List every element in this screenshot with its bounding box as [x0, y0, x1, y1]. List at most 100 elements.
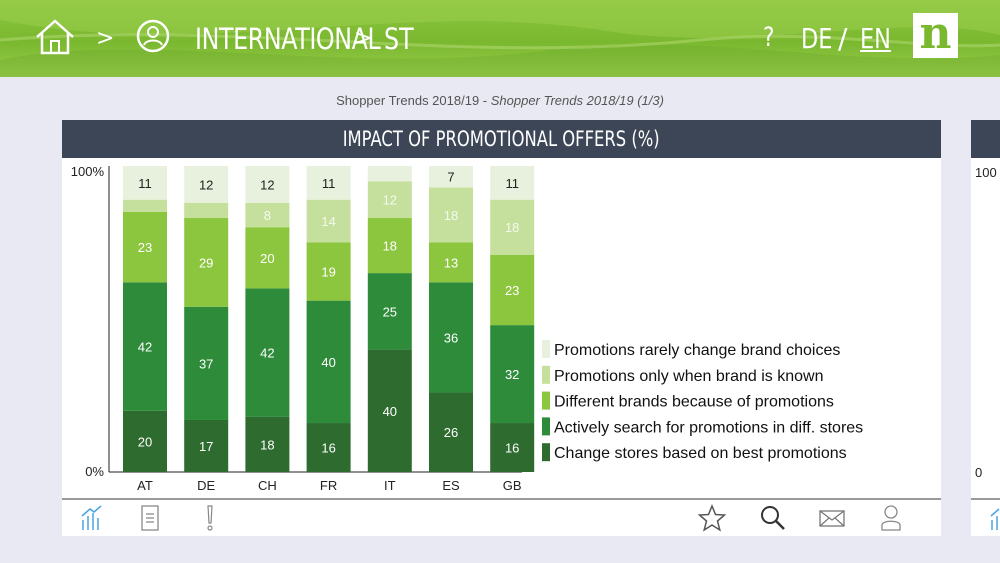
bar-value-label: 11: [138, 176, 152, 191]
legend-swatch: [542, 365, 550, 384]
bar-segment: [306, 199, 351, 243]
bar-segment: [123, 410, 167, 472]
bar-value-label: 20: [138, 434, 152, 449]
bar-value-label: 12: [260, 177, 274, 192]
bar-value-label: 16: [321, 441, 335, 456]
page-subtitle: Shopper Trends 2018/19 - Shopper Trends …: [0, 93, 1000, 108]
exclamation-icon[interactable]: [203, 504, 217, 532]
brand-logo[interactable]: n: [913, 12, 958, 58]
header-wave-background: [0, 0, 1000, 77]
next-chart-y-top: 100: [975, 165, 997, 180]
bar-value-label: 17: [199, 439, 213, 454]
bar-segment: [367, 273, 412, 350]
subtitle-italic: Shopper Trends 2018/19 (1/3): [490, 93, 664, 108]
breadcrumb-st[interactable]: ST: [384, 22, 414, 56]
legend-swatch: [542, 340, 550, 358]
bar-segment: [123, 166, 167, 200]
bar-value-label: 18: [260, 437, 274, 452]
bar-value-label: 26: [444, 425, 458, 440]
document-icon[interactable]: [140, 504, 160, 532]
bar-value-label: 18: [444, 208, 458, 223]
breadcrumb-international[interactable]: INTERNATIONAL: [195, 22, 381, 56]
bar-segment: [184, 419, 229, 472]
bar-value-label: 12: [383, 193, 397, 208]
legend-label: Different brands because of promotions: [554, 394, 834, 411]
bar-value-label: 19: [321, 265, 335, 280]
bar-segment: [123, 282, 167, 411]
bar-segment: [490, 325, 535, 424]
bar-value-label: 42: [138, 340, 152, 355]
bar-segment: [429, 166, 473, 188]
bar-value-label: 23: [505, 283, 519, 298]
legend-label: Actively search for promotions in diff. …: [554, 419, 863, 436]
bar-segment: [306, 166, 351, 200]
bar-value-label: 12: [199, 177, 213, 192]
bar-value-label: 13: [444, 255, 458, 270]
legend-swatch: [542, 443, 550, 462]
bar-segment: [184, 218, 229, 307]
bar-segment: [367, 181, 412, 219]
legend-label: Promotions rarely change brand choices: [554, 342, 840, 359]
bar-value-label: 25: [383, 304, 397, 319]
bar-value-label: 36: [444, 330, 458, 345]
subtitle-main: Shopper Trends 2018/19 -: [336, 93, 491, 108]
bar-segment: [367, 218, 412, 274]
bar-segment: [123, 211, 167, 283]
bar-segment: [490, 254, 535, 326]
bar-segment: [490, 199, 535, 255]
bar-segment: [245, 288, 290, 417]
bar-segment: [306, 300, 351, 424]
breadcrumb-separator: >: [96, 26, 115, 51]
bar-segment: [245, 227, 290, 289]
chart-card: IMPACT OF PROMOTIONAL OFFERS (%) 100% 0% 2…: [62, 120, 941, 536]
bar-value-label: 23: [138, 240, 152, 255]
legend-swatch: [542, 417, 550, 436]
star-icon[interactable]: [698, 504, 726, 532]
toolbar-divider: [62, 498, 941, 500]
bar-segment: [306, 242, 351, 301]
search-icon[interactable]: [759, 504, 787, 532]
legend-swatch: [542, 391, 550, 410]
y-tick-label: 0%: [85, 464, 104, 479]
next-chart-card-title: [971, 120, 1000, 158]
help-button[interactable]: ?: [763, 22, 775, 53]
bar-segment: [490, 423, 535, 472]
bar-value-label: 18: [383, 239, 397, 254]
chart-card-title: IMPACT OF PROMOTIONAL OFFERS (%): [62, 120, 941, 158]
chart-icon[interactable]: [989, 504, 1000, 532]
app-header: > INTERNATIONAL > ST ? DE / EN n: [0, 0, 1000, 77]
bar-segment: [306, 423, 351, 472]
bar-value-label: 40: [321, 355, 335, 370]
bar-value-label: 20: [260, 251, 274, 266]
bar-segment: [429, 187, 473, 243]
chart-icon[interactable]: [80, 504, 104, 532]
bar-value-label: 11: [505, 176, 519, 191]
bar-segment: [429, 282, 473, 393]
x-tick-label: ES: [442, 478, 460, 493]
bar-value-label: 16: [505, 441, 519, 456]
breadcrumb-separator: >: [354, 26, 373, 51]
bar-segment: [123, 199, 167, 212]
bar-segment: [429, 392, 473, 472]
y-tick-label: 100%: [71, 164, 105, 179]
next-chart-card[interactable]: 100 0: [971, 120, 1000, 536]
legend-label: Promotions only when brand is known: [554, 368, 823, 385]
bar-segment: [184, 202, 229, 219]
bar-value-label: 11: [322, 176, 336, 191]
person-icon[interactable]: [135, 18, 171, 54]
bar-segment: [245, 416, 290, 472]
language-de-link[interactable]: DE: [801, 22, 833, 55]
chart-title: IMPACT OF PROMOTIONAL OFFERS (%): [343, 127, 660, 151]
x-tick-label: GB: [503, 478, 522, 493]
home-icon[interactable]: [34, 18, 76, 56]
bar-segment: [245, 202, 290, 228]
user-icon[interactable]: [879, 504, 903, 532]
bar-value-label: 32: [505, 367, 519, 382]
mail-icon[interactable]: [818, 504, 846, 532]
bar-value-label: 40: [383, 404, 397, 419]
bar-segment: [367, 166, 412, 182]
bar-value-label: 42: [260, 346, 274, 361]
bar-value-label: 18: [505, 220, 519, 235]
language-en-link[interactable]: EN: [860, 22, 891, 55]
language-separator: /: [838, 22, 848, 55]
